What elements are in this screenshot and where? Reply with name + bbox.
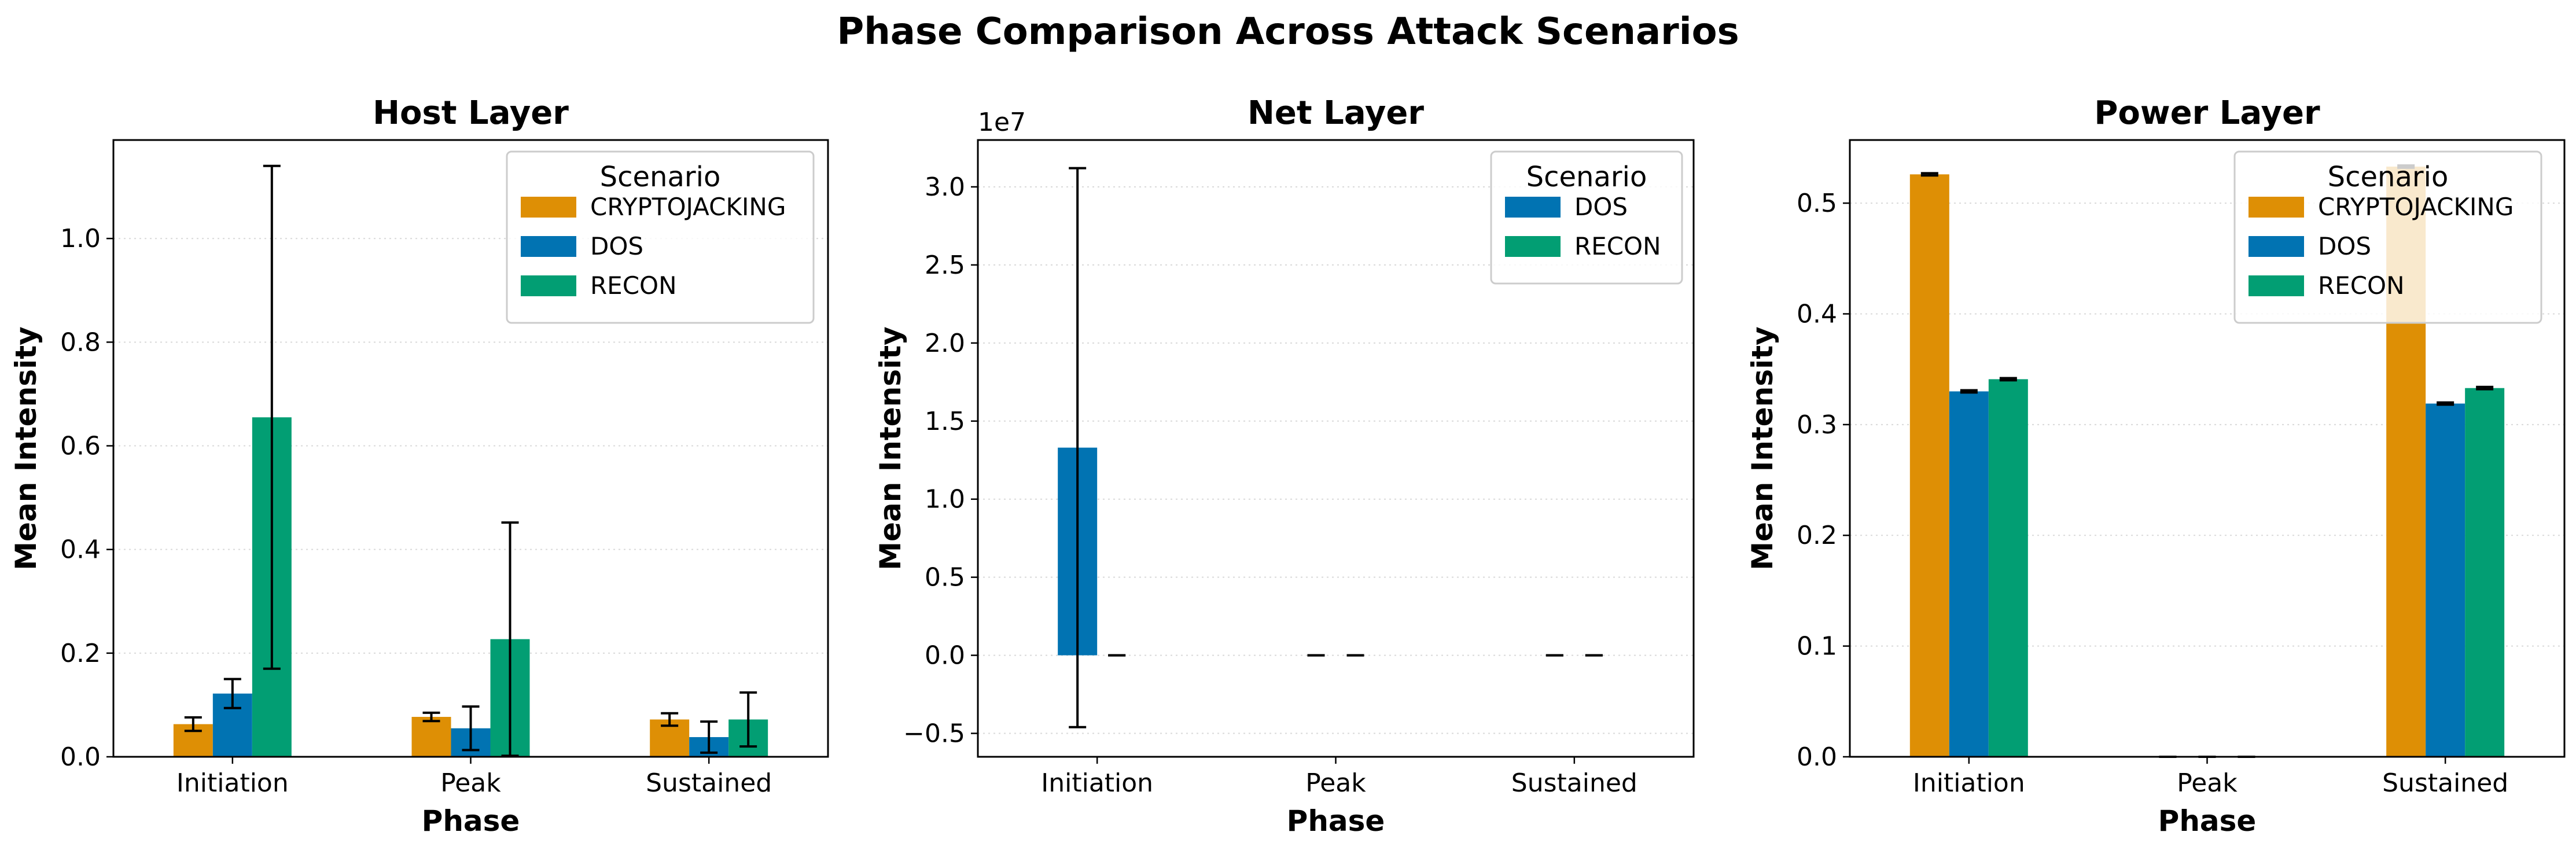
y-tick-label: 0.0 xyxy=(60,742,101,772)
y-tick-label: 2.0 xyxy=(925,329,965,358)
legend-swatch xyxy=(521,275,576,296)
legend-item-label: CRYPTOJACKING xyxy=(590,193,786,221)
bar-cryptojacking xyxy=(411,717,451,757)
y-tick-label: 3.0 xyxy=(925,172,965,202)
chart-panel: −0.5 0.0 0.5 1.0 1.5 2.0 2.5 3.0 Initiation Peak S… xyxy=(874,94,1695,838)
legend-item-label: DOS xyxy=(590,232,643,260)
y-tick-label: 2.5 xyxy=(925,251,965,280)
x-tick-label: Sustained xyxy=(2382,768,2508,798)
plot-frame xyxy=(112,139,829,758)
bar-dos xyxy=(2426,403,2465,757)
x-tick-label: Peak xyxy=(1305,768,1366,798)
legend-box xyxy=(2233,150,2542,324)
x-axis-label: Phase xyxy=(1287,804,1385,838)
y-tick-label: 0.3 xyxy=(1797,410,1837,440)
x-tick-label: Initiation xyxy=(1041,768,1153,798)
y-tick-label: 1.5 xyxy=(925,407,965,436)
panel-title: Host Layer xyxy=(373,94,569,132)
legend-item-label: DOS xyxy=(2318,232,2371,260)
y-tick-label: 0.4 xyxy=(1797,299,1837,329)
legend-swatch xyxy=(1505,236,1561,257)
bar-dos xyxy=(1949,391,1989,757)
legend-box xyxy=(506,150,815,324)
x-tick-label: Peak xyxy=(440,768,501,798)
y-tick-label: 0.0 xyxy=(925,641,965,671)
legend-swatch xyxy=(2249,236,2304,257)
legend-swatch xyxy=(521,197,576,218)
y-tick-label: 0.1 xyxy=(1797,632,1837,661)
plot-frame xyxy=(1849,139,2566,758)
chart-panel: 0.0 0.2 0.4 0.6 0.8 1.0 Initiation Peak Sustaine… xyxy=(9,94,829,838)
legend-swatch xyxy=(1505,197,1561,218)
panel-title: Net Layer xyxy=(1247,94,1424,132)
legend-item-label: DOS xyxy=(1574,193,1628,221)
x-tick-label: Peak xyxy=(2177,768,2238,798)
legend-swatch xyxy=(2249,275,2304,296)
y-axis-label: Mean Intensity xyxy=(1746,326,1779,570)
y-axis-label: Mean Intensity xyxy=(9,326,43,570)
legend-title: Scenario xyxy=(600,161,721,193)
chart-panel: 0.0 0.1 0.2 0.3 0.4 0.5 Initiation Peak Sustaine… xyxy=(1746,94,2566,838)
y-tick-label: 0.5 xyxy=(925,563,965,592)
x-axis-label: Phase xyxy=(422,804,520,838)
y-tick-label: 0.0 xyxy=(1797,742,1837,772)
bar-recon xyxy=(2465,388,2505,757)
y-tick-label: 0.4 xyxy=(60,535,101,565)
y-axis-label: Mean Intensity xyxy=(874,326,907,570)
x-tick-label: Sustained xyxy=(1511,768,1637,798)
legend-item-label: RECON xyxy=(590,271,677,300)
x-tick-label: Initiation xyxy=(176,768,289,798)
x-tick-label: Sustained xyxy=(646,768,772,798)
bar-recon xyxy=(1988,379,2028,757)
y-tick-label: 0.2 xyxy=(1797,521,1837,550)
plot-frame xyxy=(977,139,1695,758)
figure-title: Phase Comparison Across Attack Scenarios xyxy=(837,10,1739,53)
legend-swatch xyxy=(521,236,576,257)
x-tick-label: Initiation xyxy=(1913,768,2025,798)
x-axis-label: Phase xyxy=(2158,804,2257,838)
y-tick-label: 0.6 xyxy=(60,432,101,461)
legend-item-label: RECON xyxy=(2318,271,2405,300)
legend-title: Scenario xyxy=(1526,161,1647,193)
y-tick-label: 1.0 xyxy=(925,485,965,514)
y-tick-label: 1.0 xyxy=(60,224,101,253)
legend-item-label: CRYPTOJACKING xyxy=(2318,193,2514,221)
y-tick-label: 0.2 xyxy=(60,639,101,668)
legend-title: Scenario xyxy=(2328,161,2449,193)
bar-cryptojacking xyxy=(1909,174,1949,757)
y-tick-label: 0.5 xyxy=(1797,189,1837,218)
legend-swatch xyxy=(2249,197,2304,218)
y-offset-label: 1e7 xyxy=(978,108,1026,137)
y-tick-label: −0.5 xyxy=(903,719,965,749)
y-tick-label: 0.8 xyxy=(60,327,101,357)
panel-title: Power Layer xyxy=(2094,94,2320,132)
legend-item-label: RECON xyxy=(1574,232,1661,260)
